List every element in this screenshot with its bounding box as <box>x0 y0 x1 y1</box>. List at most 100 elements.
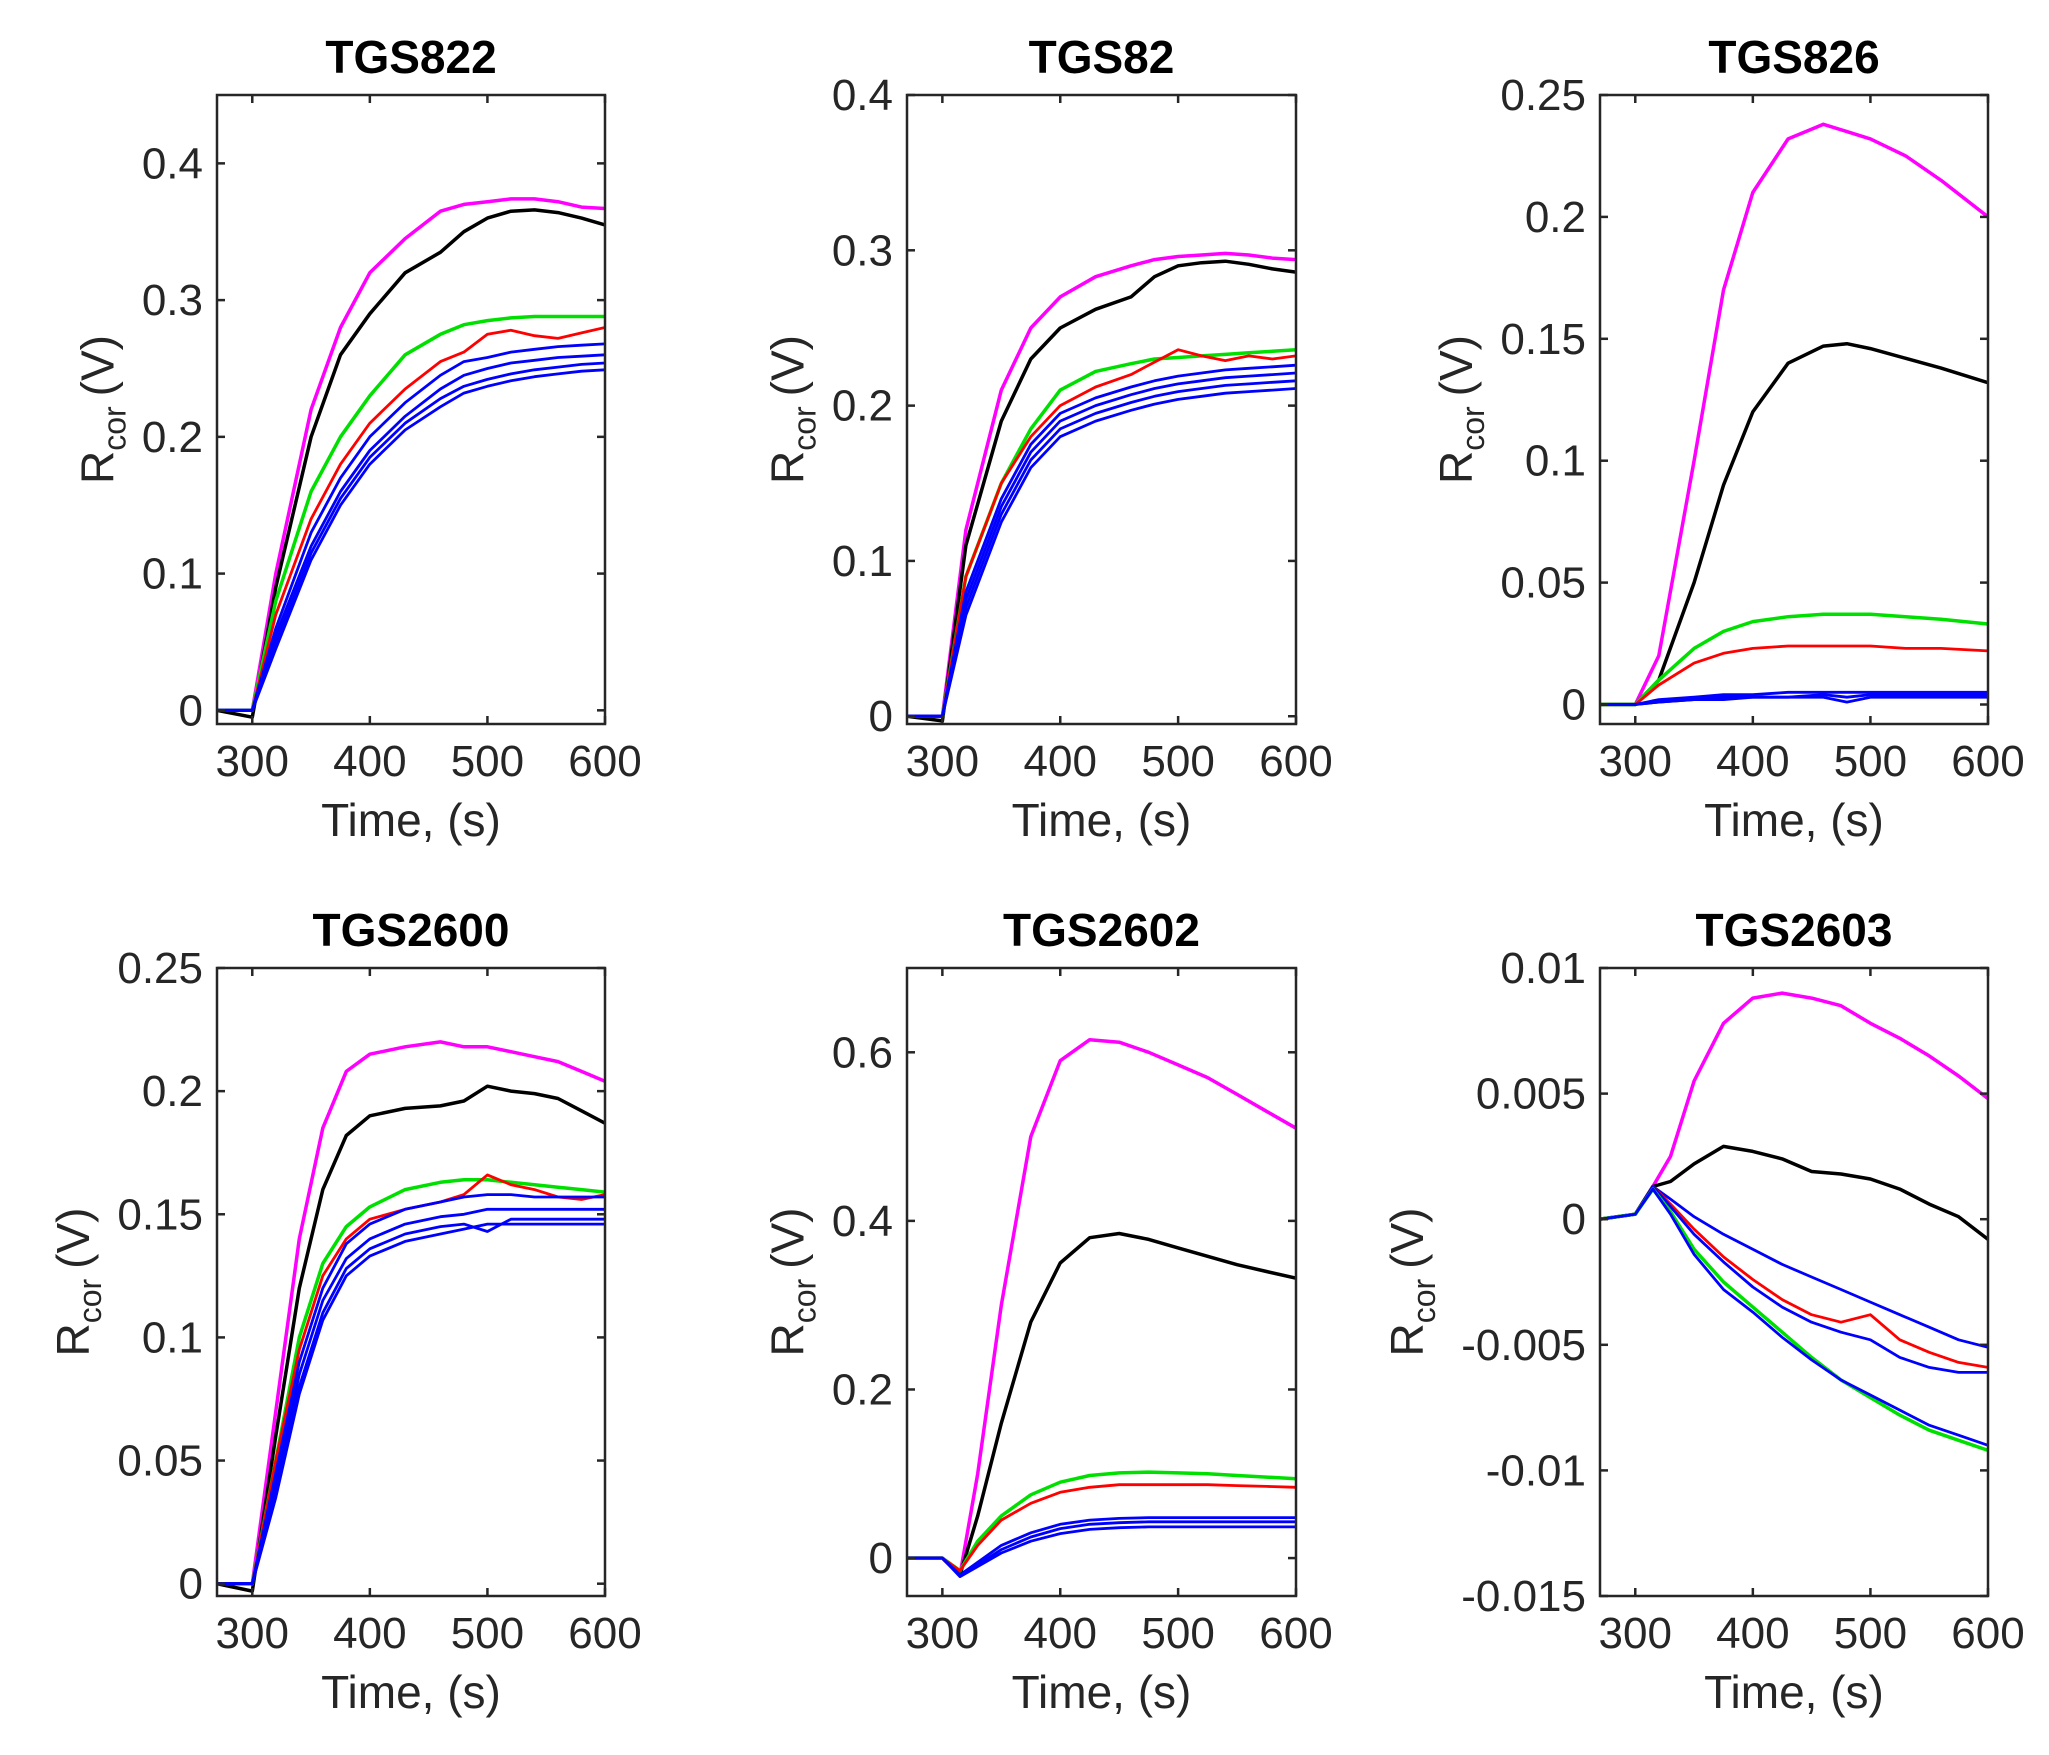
y-tick-label: 0 <box>179 1560 203 1609</box>
x-tick-label: 400 <box>333 1609 406 1658</box>
y-tick-label: 0 <box>869 692 893 741</box>
series-line-blue-2 <box>907 1520 1296 1577</box>
x-tick-label: 500 <box>451 1609 524 1658</box>
series-line-blue-1 <box>217 342 605 712</box>
series-group <box>1600 991 1988 1453</box>
y-axis-label-main: R <box>72 451 124 484</box>
series-line-green <box>1600 1187 1988 1453</box>
series-line-blue-1 <box>217 1193 605 1586</box>
y-axis-label: Rcor (V) <box>47 1207 108 1356</box>
y-tick-label: 0.15 <box>1500 315 1586 364</box>
y-tick-label: 0.05 <box>1500 559 1586 608</box>
series-line-blue-1 <box>1600 1185 1988 1349</box>
series-line-blue-4 <box>907 387 1296 718</box>
series-line-blue-2 <box>217 353 605 712</box>
series-line-blue-3 <box>1600 695 1988 706</box>
x-tick-label: 300 <box>216 1609 289 1658</box>
y-axis-label-unit: (V) <box>762 335 814 396</box>
chart-title: TGS2600 <box>313 904 510 956</box>
axes-frame <box>905 966 1298 1598</box>
x-tick-label: 400 <box>1024 1609 1097 1658</box>
y-tick-label: 0.4 <box>832 71 893 120</box>
x-tick-label: 400 <box>1716 1609 1789 1658</box>
y-tick-label: 0.15 <box>117 1190 203 1239</box>
y-axis-label: Rcor (V) <box>1381 1207 1442 1356</box>
axes-frame <box>215 93 607 726</box>
series-line-black <box>907 259 1296 723</box>
y-tick-label: 0.3 <box>832 226 893 275</box>
series-line-blue-3 <box>907 379 1296 718</box>
y-axis-label-main: R <box>47 1323 99 1356</box>
x-axis-label: Time, (s) <box>321 1666 501 1718</box>
y-tick-label: 0.1 <box>1525 437 1586 486</box>
x-tick-label: 500 <box>451 737 524 786</box>
y-tick-label: 0.1 <box>142 1313 203 1362</box>
y-tick-label: 0.3 <box>142 276 203 325</box>
y-tick-label: 0.2 <box>832 1365 893 1414</box>
series-line-black <box>217 208 605 719</box>
x-tick-label: 400 <box>333 737 406 786</box>
series-line-magenta <box>217 197 605 713</box>
y-tick-label: 0 <box>1562 1195 1586 1244</box>
series-line-red <box>907 348 1296 718</box>
y-tick-label: 0.4 <box>832 1197 893 1246</box>
subplot-tgs2602: 300 400 500 600 0 0.2 0.4 0.6 TGS2602 Time, (s) Rc… <box>762 904 1333 1718</box>
subplot-tgs826: 300 400 500 600 0 0.05 0.1 0.15 0.2 0.25 TGS826 Tim… <box>1430 31 2025 846</box>
series-line-red <box>907 1483 1296 1573</box>
series-line-blue-3 <box>217 361 605 712</box>
x-tick-label: 300 <box>906 737 979 786</box>
series-group <box>907 1037 1296 1578</box>
x-tick-label: 300 <box>1599 737 1672 786</box>
y-axis-label-unit: (V) <box>1430 335 1482 396</box>
subplot-tgs2603: 300 400 500 600 -0.015 -0.01 -0.005 0 0.005 0.01 T… <box>1381 904 2025 1718</box>
y-axis-label-unit: (V) <box>72 335 124 396</box>
y-tick-label: 0.2 <box>832 382 893 431</box>
series-group <box>907 251 1296 723</box>
y-tick-label: 0.005 <box>1476 1070 1586 1119</box>
x-tick-label: 500 <box>1141 1609 1214 1658</box>
subplot-tgs2600: 300 400 500 600 0 0.05 0.1 0.15 0.2 0.25 TGS2600 Ti… <box>47 904 642 1718</box>
chart-title: TGS2603 <box>1696 904 1893 956</box>
x-tick-label: 600 <box>1259 737 1332 786</box>
y-tick-label: 0.4 <box>142 139 203 188</box>
series-line-blue-3 <box>217 1217 605 1586</box>
x-axis-label: Time, (s) <box>1012 794 1192 846</box>
series-line-magenta <box>217 1040 605 1586</box>
y-axis-label-unit: (V) <box>47 1207 99 1268</box>
y-axis-label-main: R <box>762 1323 814 1356</box>
subplot-tgs82: 300 400 500 600 0 0.1 0.2 0.3 0.4 TGS82 Time, (s) R… <box>762 31 1333 846</box>
series-line-red <box>217 1173 605 1586</box>
chart-title: TGS822 <box>325 31 496 83</box>
series-line-red <box>1600 644 1988 706</box>
y-tick-label: 0.6 <box>832 1028 893 1077</box>
series-line-blue-3 <box>1600 1187 1988 1447</box>
y-axis-label-subscript: cor <box>1406 1278 1442 1323</box>
series-line-black <box>1600 1144 1988 1242</box>
series-line-blue-1 <box>907 363 1296 718</box>
x-tick-label: 400 <box>1716 737 1789 786</box>
series-group <box>217 197 605 719</box>
series-line-magenta <box>1600 991 1988 1221</box>
y-tick-label: -0.015 <box>1461 1572 1586 1621</box>
series-line-black <box>217 1084 605 1593</box>
x-axis-label: Time, (s) <box>1012 1666 1192 1718</box>
series-line-magenta <box>907 251 1296 718</box>
series-line-blue-2 <box>217 1207 605 1586</box>
x-tick-label: 600 <box>1951 1609 2024 1658</box>
x-tick-label: 300 <box>216 737 289 786</box>
y-tick-label: 0.2 <box>142 413 203 462</box>
x-tick-label: 500 <box>1834 737 1907 786</box>
y-tick-label: 0.25 <box>1500 71 1586 120</box>
y-axis-label: Rcor (V) <box>1430 335 1491 484</box>
series-line-blue-3 <box>907 1525 1296 1578</box>
x-axis-label: Time, (s) <box>321 794 501 846</box>
series-group <box>217 1040 605 1593</box>
series-line-blue-1 <box>1600 690 1988 706</box>
series-line-green <box>1600 612 1988 707</box>
x-tick-label: 300 <box>1599 1609 1672 1658</box>
y-axis-label: Rcor (V) <box>762 1207 823 1356</box>
y-tick-label: 0.1 <box>142 550 203 599</box>
y-tick-label: 0.01 <box>1500 944 1586 993</box>
series-line-blue-2 <box>907 371 1296 718</box>
